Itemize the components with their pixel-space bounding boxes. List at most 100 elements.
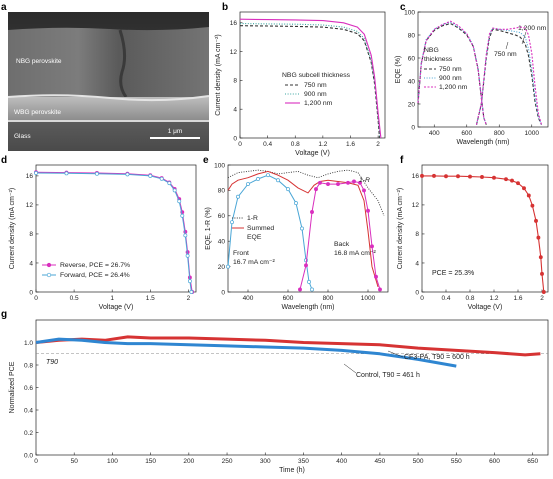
legend-marker-d-1: [46, 272, 52, 278]
series-f-0-point-3: [456, 174, 460, 179]
series-e-3-point-1: [304, 263, 308, 268]
legend-marker-d-0: [46, 262, 52, 268]
series-d-1-point-1: [64, 171, 69, 176]
sem-label-nbg: NBG perovskite: [16, 58, 62, 65]
axes-b: 0 0.4 0.8 1.2 1.6 2 0 4 8 12 16 Voltage (V) Current …: [215, 11, 386, 157]
series-e-3-point-8: [352, 179, 356, 184]
y-tick-label-c-4: 80: [408, 32, 416, 39]
legend-label-e-1b: EQE: [247, 234, 262, 241]
x-axis-label-g: Time (h): [279, 467, 305, 474]
series-e-2-point-11: [307, 279, 311, 284]
x-tick-label-b-2: 0.8: [291, 141, 300, 148]
series-f-0-point-15: [538, 255, 543, 260]
y-tick-label-e-2: 40: [218, 239, 226, 246]
series-f-0-point-1: [432, 173, 436, 178]
series-group-c: [417, 20, 543, 125]
series-d-1-point-4: [148, 173, 153, 178]
series-pointer-g-1: [343, 363, 357, 374]
plot-frame-b: [239, 11, 386, 139]
series-line-g-1: [35, 337, 457, 368]
series-e-2-point-4: [256, 177, 260, 181]
annotation-e-back: Back: [334, 241, 350, 248]
y-tick-label-c-3: 60: [408, 55, 416, 62]
axes-g: 0 50 100 150 200 250 300 350 400 450 500 550 600 650 0…: [9, 319, 549, 474]
series-line-b-1: [239, 22, 381, 139]
x-tick-label-g-1: 50: [71, 458, 79, 465]
series-group-f: [420, 173, 546, 294]
legend-label-c-1: 900 nm: [439, 75, 462, 82]
series-line-b-2: [239, 18, 382, 139]
legend-title-c-2: thickness: [424, 56, 453, 63]
y-tick-label-g-4: 0.8: [24, 362, 33, 369]
series-d-1-point-5: [159, 176, 164, 181]
x-axis-label-e: Wavelength (nm): [281, 304, 334, 311]
sem-label-glass: Glass: [14, 133, 31, 140]
axes-d: 0 0.5 1 1.5 2 0 4 8 12 16 Voltage (V) Current densi…: [9, 164, 197, 311]
x-tick-label-g-4: 200: [183, 458, 194, 465]
axes-f: 0 0.4 0.8 1.2 1.6 2 0 4 8 12 16 Voltage (V) Current …: [397, 164, 549, 311]
x-tick-label-b-3: 1.2: [318, 141, 327, 148]
x-tick-label-g-0: 0: [34, 458, 38, 465]
x-tick-label-f-0: 0: [420, 295, 424, 302]
y-tick-label-g-3: 0.6: [24, 385, 33, 392]
x-tick-label-e-0: 400: [243, 295, 254, 302]
annotation-e-front: Front: [233, 250, 249, 257]
x-tick-label-b-0: 0: [238, 141, 242, 148]
y-tick-label-b-1: 4: [233, 107, 237, 114]
x-tick-label-d-1: 0.5: [70, 295, 79, 302]
series-group-e: [226, 169, 385, 292]
series-d-1-point-9: [180, 213, 185, 218]
series-label-g-0: CF3-PA, T90 = 600 h: [404, 354, 470, 361]
legend-label-d-1: Forward, PCE = 26.4%: [60, 272, 130, 279]
x-tick-label-g-8: 400: [336, 458, 347, 465]
annotation-c-1: 750 nm: [494, 51, 517, 58]
series-e-3-point-5: [326, 182, 330, 186]
y-tick-label-d-0: 0: [29, 289, 33, 296]
y-tick-label-d-4: 16: [26, 173, 34, 180]
x-tick-label-b-5: 2: [376, 141, 380, 148]
series-line-d-1: [35, 172, 192, 293]
x-tick-label-f-1: 0.4: [441, 295, 450, 302]
series-f-0-point-13: [534, 218, 538, 223]
series-f-0-point-5: [480, 175, 484, 179]
legend-label-b-1: 900 nm: [304, 91, 327, 98]
series-f-0-point-9: [516, 181, 520, 186]
series-line-c-wbg-1: [417, 21, 487, 125]
series-line-f-0: [422, 175, 545, 293]
legend-c: NBG thickness 750 nm 900 nm 1,200 nm: [424, 47, 468, 91]
legend-e: 1-R Summed EQE: [232, 215, 274, 241]
series-line-e-2: [227, 174, 313, 290]
x-tick-label-b-4: 1.6: [346, 141, 355, 148]
x-tick-label-c-1: 600: [461, 130, 472, 137]
x-tick-label-g-7: 350: [298, 458, 309, 465]
x-tick-label-g-12: 600: [489, 458, 500, 465]
y-tick-label-c-5: 100: [404, 9, 415, 16]
legend-title-c-1: NBG: [424, 47, 439, 54]
y-tick-label-b-0: 0: [233, 135, 237, 142]
series-d-1-point-3: [125, 172, 130, 177]
x-tick-label-e-3: 1000: [361, 295, 376, 302]
plot-frame-f: [421, 164, 549, 293]
series-f-0-point-14: [536, 235, 541, 240]
y-tick-label-e-3: 60: [218, 213, 226, 220]
series-e-3-point-13: [374, 274, 378, 279]
panel-label-f: f: [400, 155, 404, 166]
x-tick-label-f-5: 2: [540, 295, 544, 302]
series-group-d: [34, 170, 195, 294]
y-tick-label-d-3: 12: [26, 202, 34, 209]
y-tick-label-f-3: 12: [412, 202, 420, 209]
series-d-1-point-10: [183, 233, 188, 238]
x-tick-label-c-2: 800: [494, 130, 505, 137]
series-d-1-point-8: [177, 199, 182, 204]
y-axis-label-d: Current density (mA cm⁻²): [9, 188, 16, 270]
annotation-arrow-c-1: [505, 41, 509, 50]
series-d-1-point-11: [185, 253, 190, 258]
series-f-0-point-16: [540, 271, 544, 276]
series-e-2-point-8: [294, 201, 298, 206]
x-tick-label-g-6: 300: [260, 458, 271, 465]
x-tick-label-g-3: 150: [145, 458, 156, 465]
series-line-b-0: [239, 25, 381, 139]
series-e-3-point-9: [358, 180, 362, 185]
y-axis-label-c: EQE (%): [395, 56, 402, 84]
x-tick-label-d-0: 0: [34, 295, 38, 302]
